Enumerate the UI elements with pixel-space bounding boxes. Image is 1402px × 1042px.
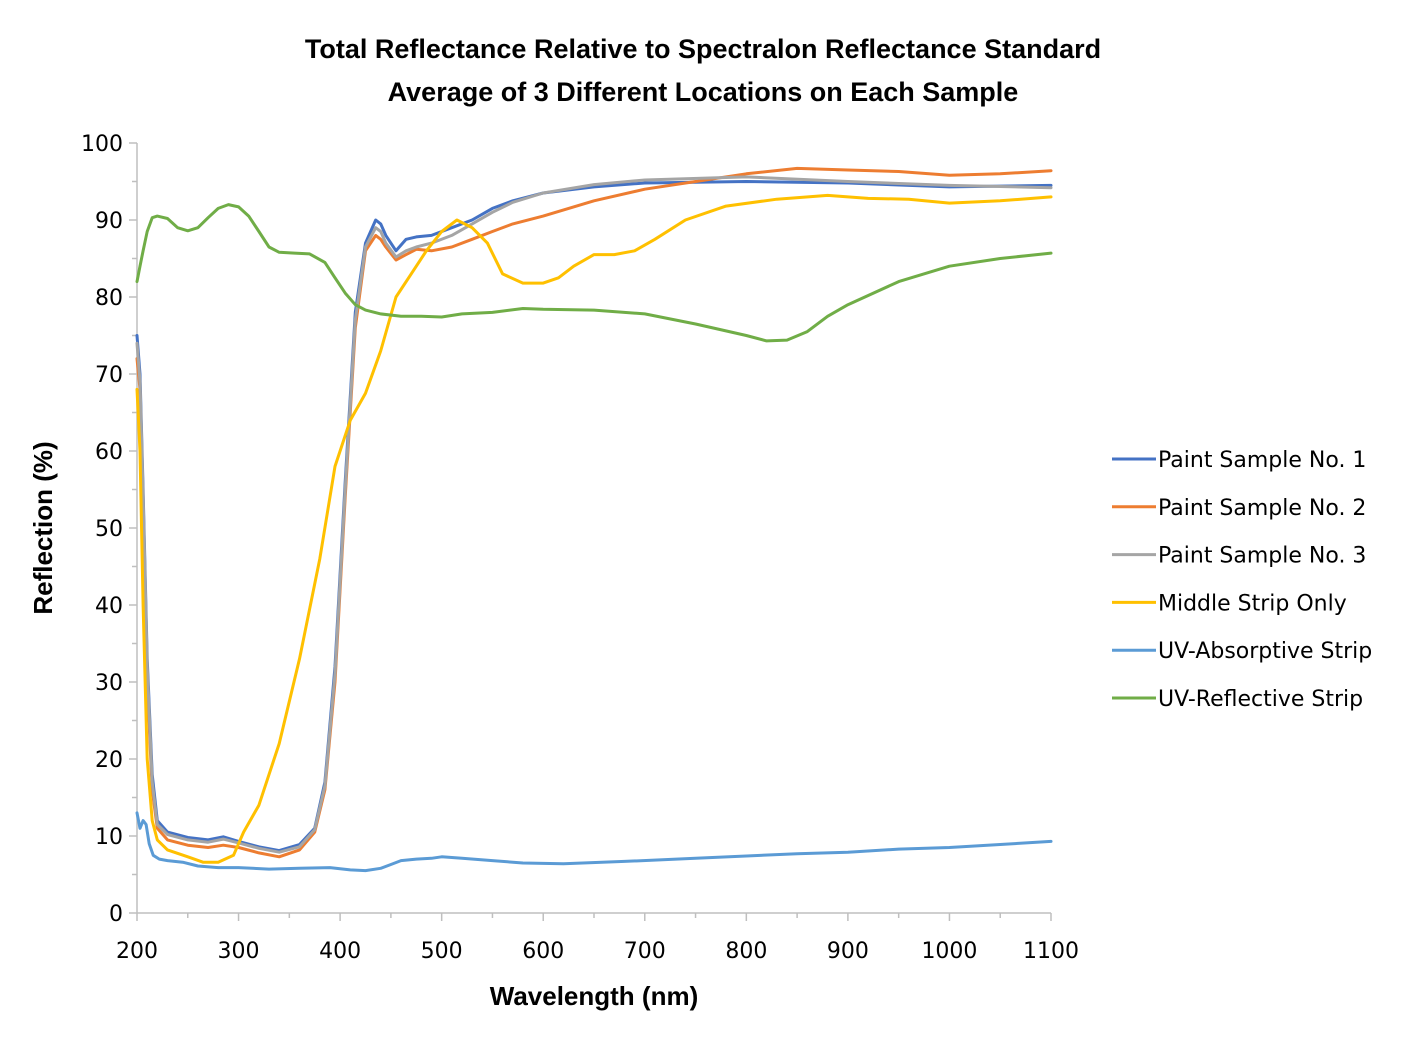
chart-title: Total Reflectance Relative to Spectralon… [305,34,1101,64]
series-line-1 [135,180,1053,853]
y-tick-labels: 0 10 20 30 40 50 60 70 80 90 100 [81,132,123,927]
y-tick-label: 40 [95,594,123,619]
x-tick-label: 700 [624,939,666,964]
x-tick-label: 800 [725,939,767,964]
y-tick-label: 30 [95,671,123,696]
x-tick-label: 200 [116,939,158,964]
y-axis-title: Reflection (%) [28,441,58,614]
axes [129,142,1052,921]
x-tick-label: 400 [319,939,361,964]
y-tick-label: 70 [95,363,123,388]
chart-subtitle: Average of 3 Different Locations on Each… [388,77,1019,107]
y-tick-label: 80 [95,286,123,311]
y-tick-label: 60 [95,440,123,465]
series-line-6 [135,203,1053,343]
series-line-5 [135,811,1053,873]
legend: Paint Sample No. 1 Paint Sample No. 2 Pain… [1112,448,1372,712]
y-tick-label: 90 [95,209,123,234]
legend-label: Paint Sample No. 1 [1158,448,1366,473]
series-lines [135,166,1053,873]
y-tick-label: 0 [109,902,123,927]
x-tick-label: 500 [421,939,463,964]
series-line-4 [135,193,1053,864]
legend-label: UV-Absorptive Strip [1158,639,1372,664]
x-tick-label: 1000 [921,939,977,964]
legend-label: Paint Sample No. 2 [1158,496,1366,521]
series-line-2 [135,166,1053,859]
x-tick-label: 900 [827,939,869,964]
legend-label: Paint Sample No. 3 [1158,544,1366,569]
legend-label: UV-Reflective Strip [1158,687,1363,712]
x-tick-label: 300 [218,939,260,964]
y-tick-label: 50 [95,517,123,542]
x-tick-labels: 200 300 400 500 600 700 800 900 1000 1100 [116,939,1079,964]
y-tick-label: 100 [81,132,123,157]
legend-label: Middle Strip Only [1158,591,1347,616]
series-line-3 [135,175,1053,854]
x-tick-label: 1100 [1023,939,1079,964]
x-tick-label: 600 [522,939,564,964]
y-tick-label: 10 [95,825,123,850]
x-axis-title: Wavelength (nm) [490,981,698,1011]
y-tick-label: 20 [95,748,123,773]
